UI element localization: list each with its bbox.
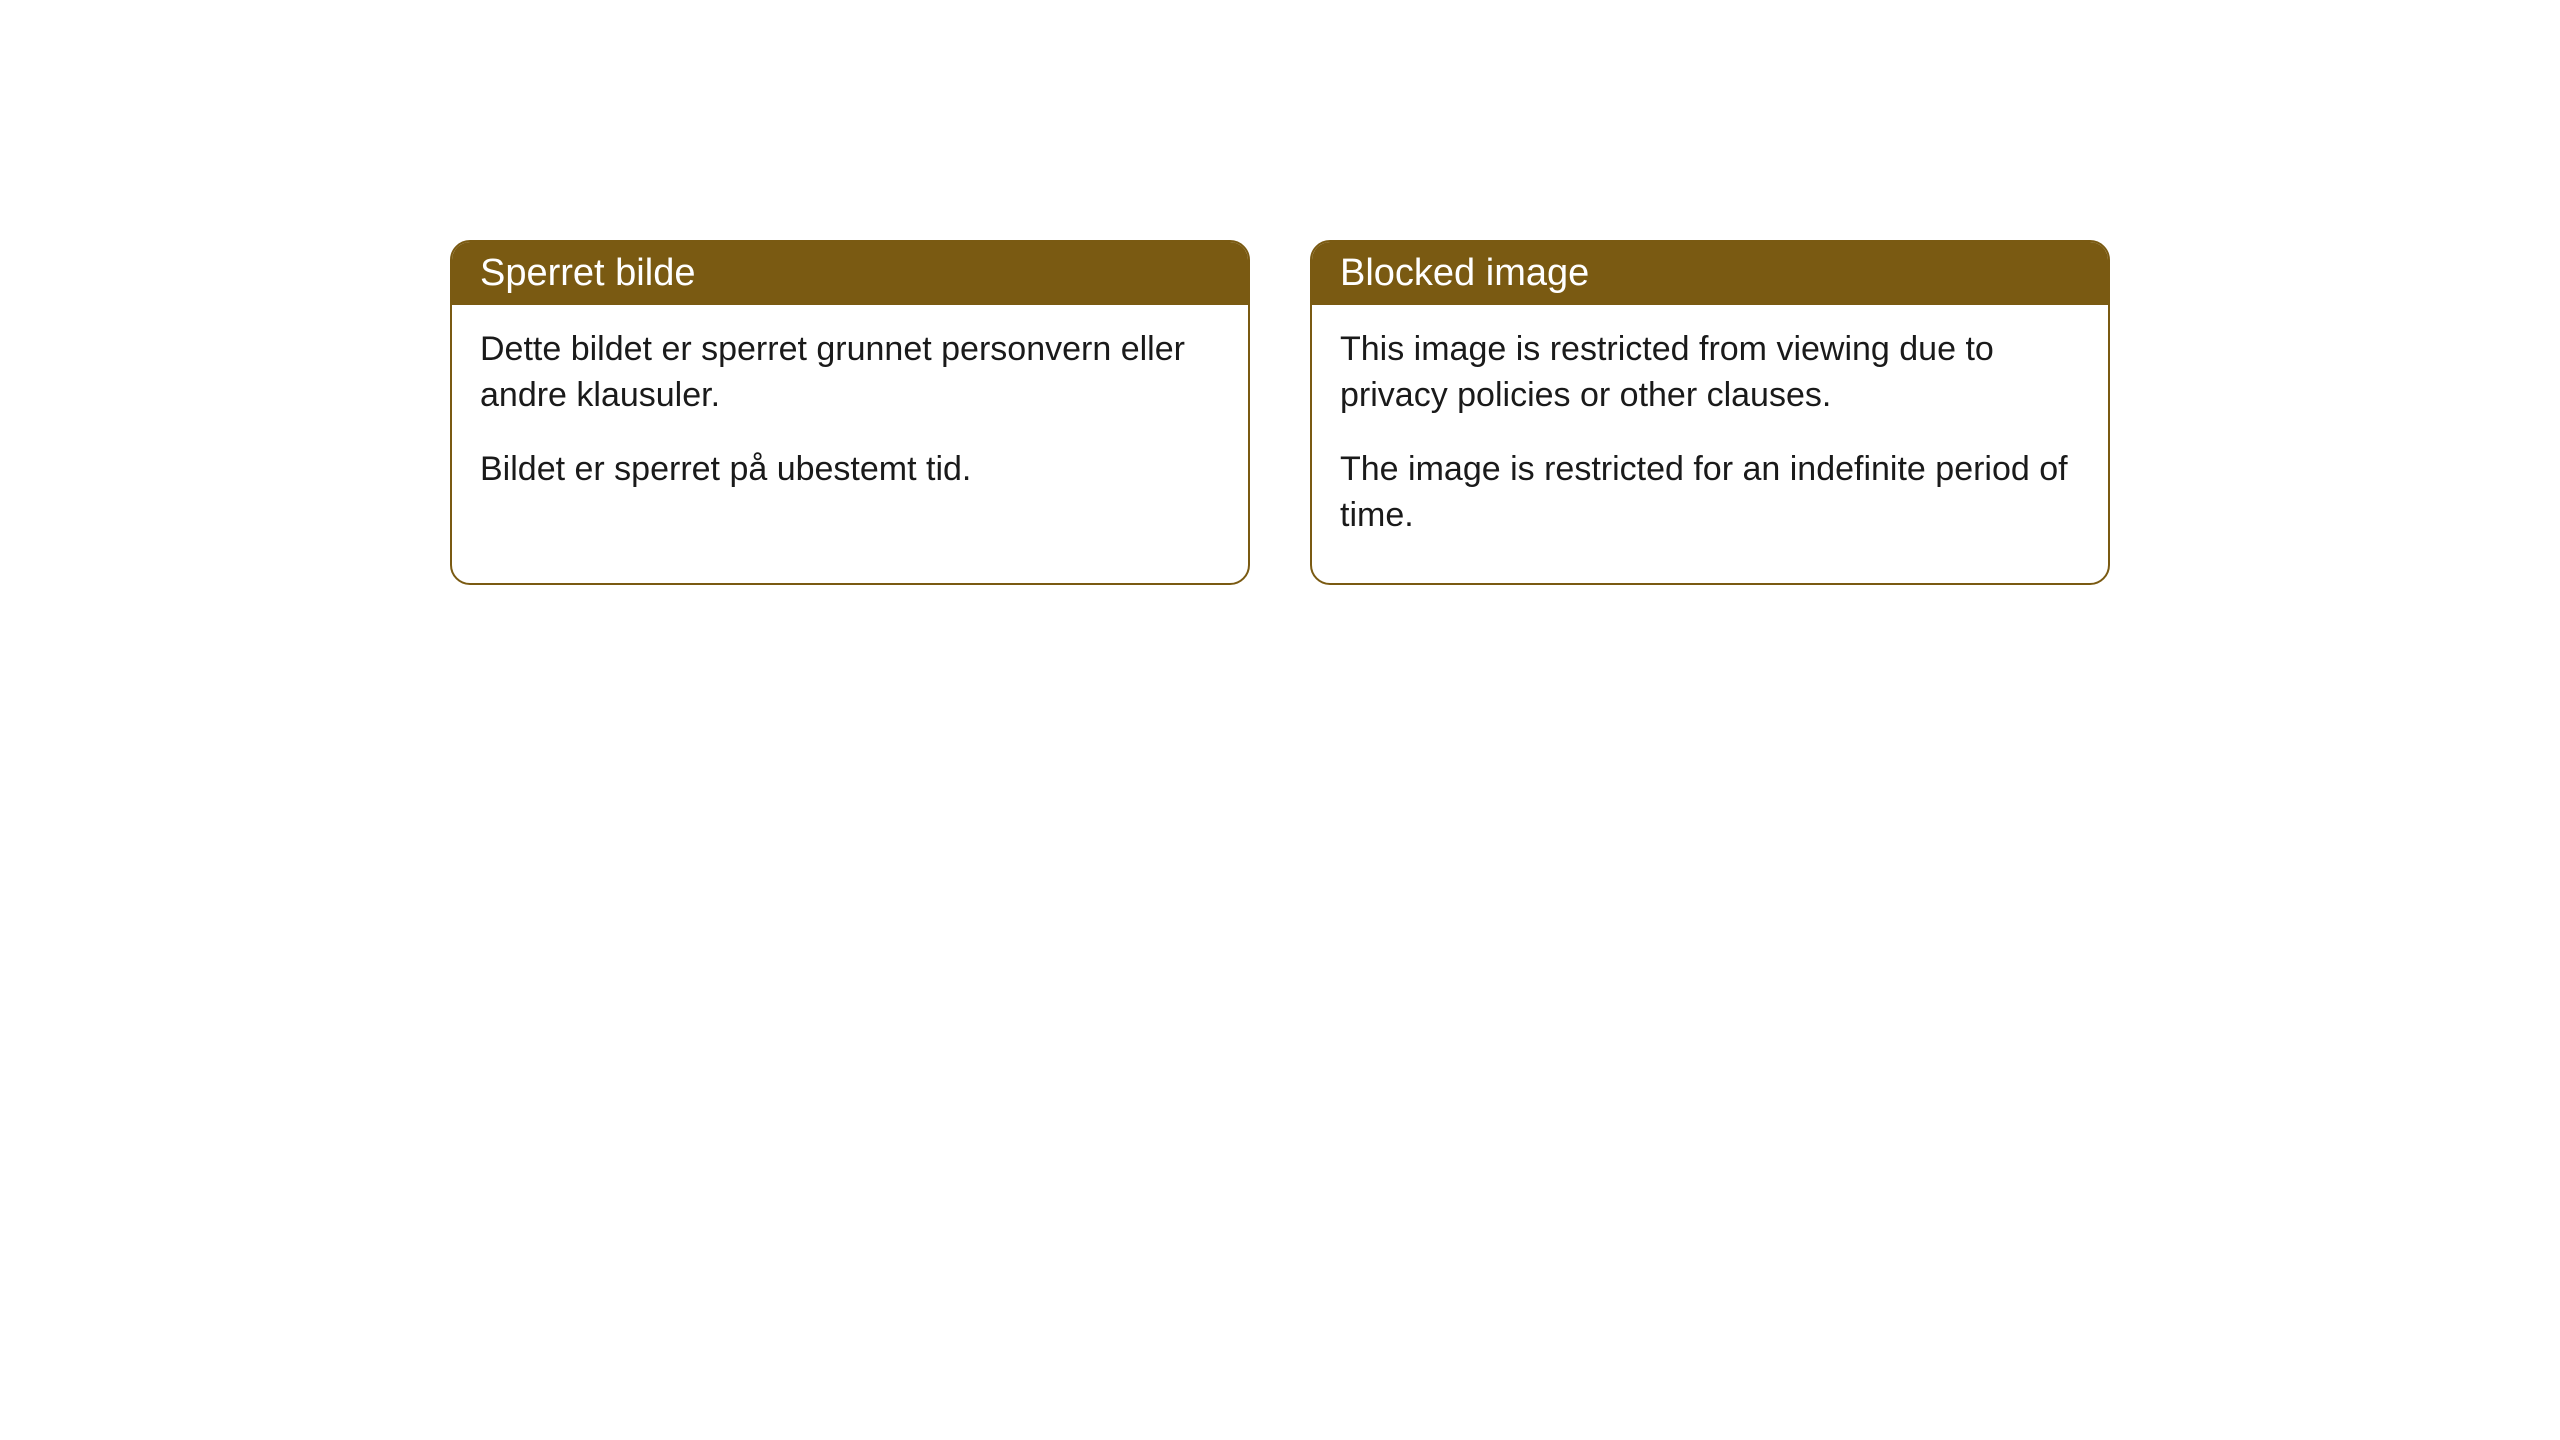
notice-cards-container: Sperret bilde Dette bildet er sperret gr… (450, 240, 2560, 585)
card-body: Dette bildet er sperret grunnet personve… (452, 305, 1248, 537)
card-title: Sperret bilde (452, 242, 1248, 305)
card-title: Blocked image (1312, 242, 2108, 305)
notice-card-english: Blocked image This image is restricted f… (1310, 240, 2110, 585)
card-paragraph: The image is restricted for an indefinit… (1340, 447, 2080, 539)
card-paragraph: Dette bildet er sperret grunnet personve… (480, 327, 1220, 419)
card-body: This image is restricted from viewing du… (1312, 305, 2108, 583)
card-paragraph: Bildet er sperret på ubestemt tid. (480, 447, 1220, 493)
notice-card-norwegian: Sperret bilde Dette bildet er sperret gr… (450, 240, 1250, 585)
card-paragraph: This image is restricted from viewing du… (1340, 327, 2080, 419)
